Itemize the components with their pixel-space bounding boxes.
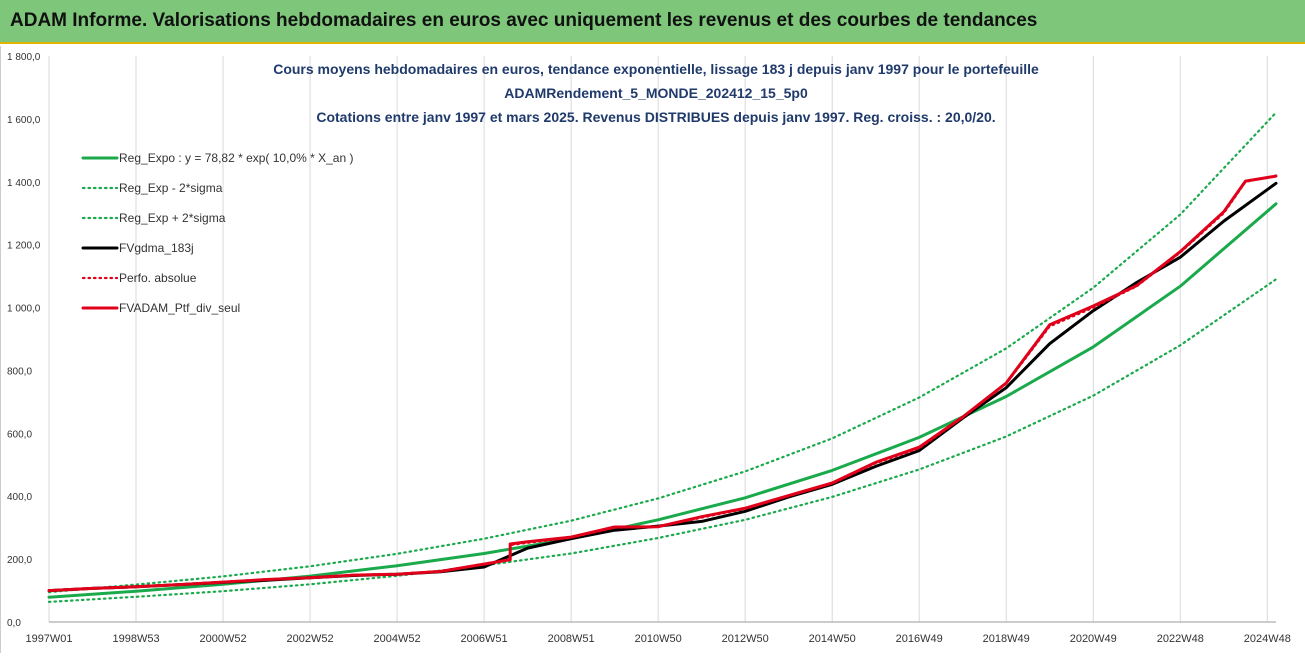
line-chart: 1997W01 1998W53 2000W52 2002W52 2004W52 2006W… [7, 52, 1291, 645]
y-tick-label: 1 400,0 [7, 178, 41, 189]
x-tick-label: 2008W51 [548, 633, 595, 645]
chart-grid [48, 56, 1268, 622]
x-tick-label: 2022W48 [1157, 633, 1204, 645]
legend-entry: FVgdma_183j [119, 241, 194, 255]
series-line-4 [47, 181, 1278, 593]
chart-title-line: ADAMRendement_5_MONDE_202412_15_5p0 [504, 85, 808, 101]
x-tick-label: 1997W01 [25, 633, 72, 645]
chart-titles: Cours moyens hebdomadaires en euros, ten… [273, 61, 1039, 125]
x-tick-label: 2024W48 [1244, 633, 1291, 645]
report-banner: ADAM Informe. Valorisations hebdomadaire… [0, 0, 1305, 44]
chart-title-line: Cours moyens hebdomadaires en euros, ten… [273, 61, 1039, 77]
series-line-3 [47, 111, 1278, 594]
x-tick-label: 2002W52 [287, 633, 334, 645]
y-tick-label: 1 000,0 [7, 304, 41, 315]
y-tick-label: 200,0 [7, 555, 32, 566]
legend-entry: Reg_Expo : y = 78,82 * exp( 10,0% * X_an… [119, 151, 353, 165]
series-line-2 [47, 278, 1278, 604]
chart-axes: 1997W01 1998W53 2000W52 2002W52 2004W52 2006W… [7, 52, 1291, 645]
legend-entry: FVADAM_Ptf_div_seul [119, 301, 240, 315]
x-tick-label: 2004W52 [374, 633, 421, 645]
x-tick-label: 1998W53 [112, 633, 159, 645]
chart-series [47, 111, 1278, 604]
chart-title-line: Cotations entre janv 1997 et mars 2025. … [316, 109, 995, 125]
chart-legend: Reg_Expo : y = 78,82 * exp( 10,0% * X_an… [81, 151, 353, 315]
y-tick-label: 0,0 [7, 618, 21, 629]
x-tick-label: 2016W49 [896, 633, 943, 645]
legend-entry: Reg_Exp - 2*sigma [119, 181, 223, 195]
y-tick-label: 1 200,0 [7, 241, 41, 252]
legend-entry: Reg_Exp + 2*sigma [119, 211, 226, 225]
x-tick-label: 2018W49 [983, 633, 1030, 645]
y-tick-label: 400,0 [7, 492, 32, 503]
y-tick-label: 1 800,0 [7, 52, 41, 63]
x-tick-label: 2012W50 [722, 633, 769, 645]
legend-entry: Perfo. absolue [119, 271, 197, 285]
y-tick-label: 1 600,0 [7, 115, 41, 126]
series-line-6 [47, 174, 1278, 593]
series-line-5 [47, 174, 1278, 592]
y-tick-label: 600,0 [7, 429, 32, 440]
x-tick-label: 2006W51 [461, 633, 508, 645]
x-tick-label: 2020W49 [1070, 633, 1117, 645]
x-tick-label: 2010W50 [635, 633, 682, 645]
x-tick-label: 2000W52 [199, 633, 246, 645]
chart-area: 1997W01 1998W53 2000W52 2002W52 2004W52 2006W… [0, 46, 1305, 653]
y-tick-label: 800,0 [7, 366, 32, 377]
report-title: ADAM Informe. Valorisations hebdomadaire… [10, 10, 1038, 31]
x-tick-label: 2014W50 [809, 633, 856, 645]
